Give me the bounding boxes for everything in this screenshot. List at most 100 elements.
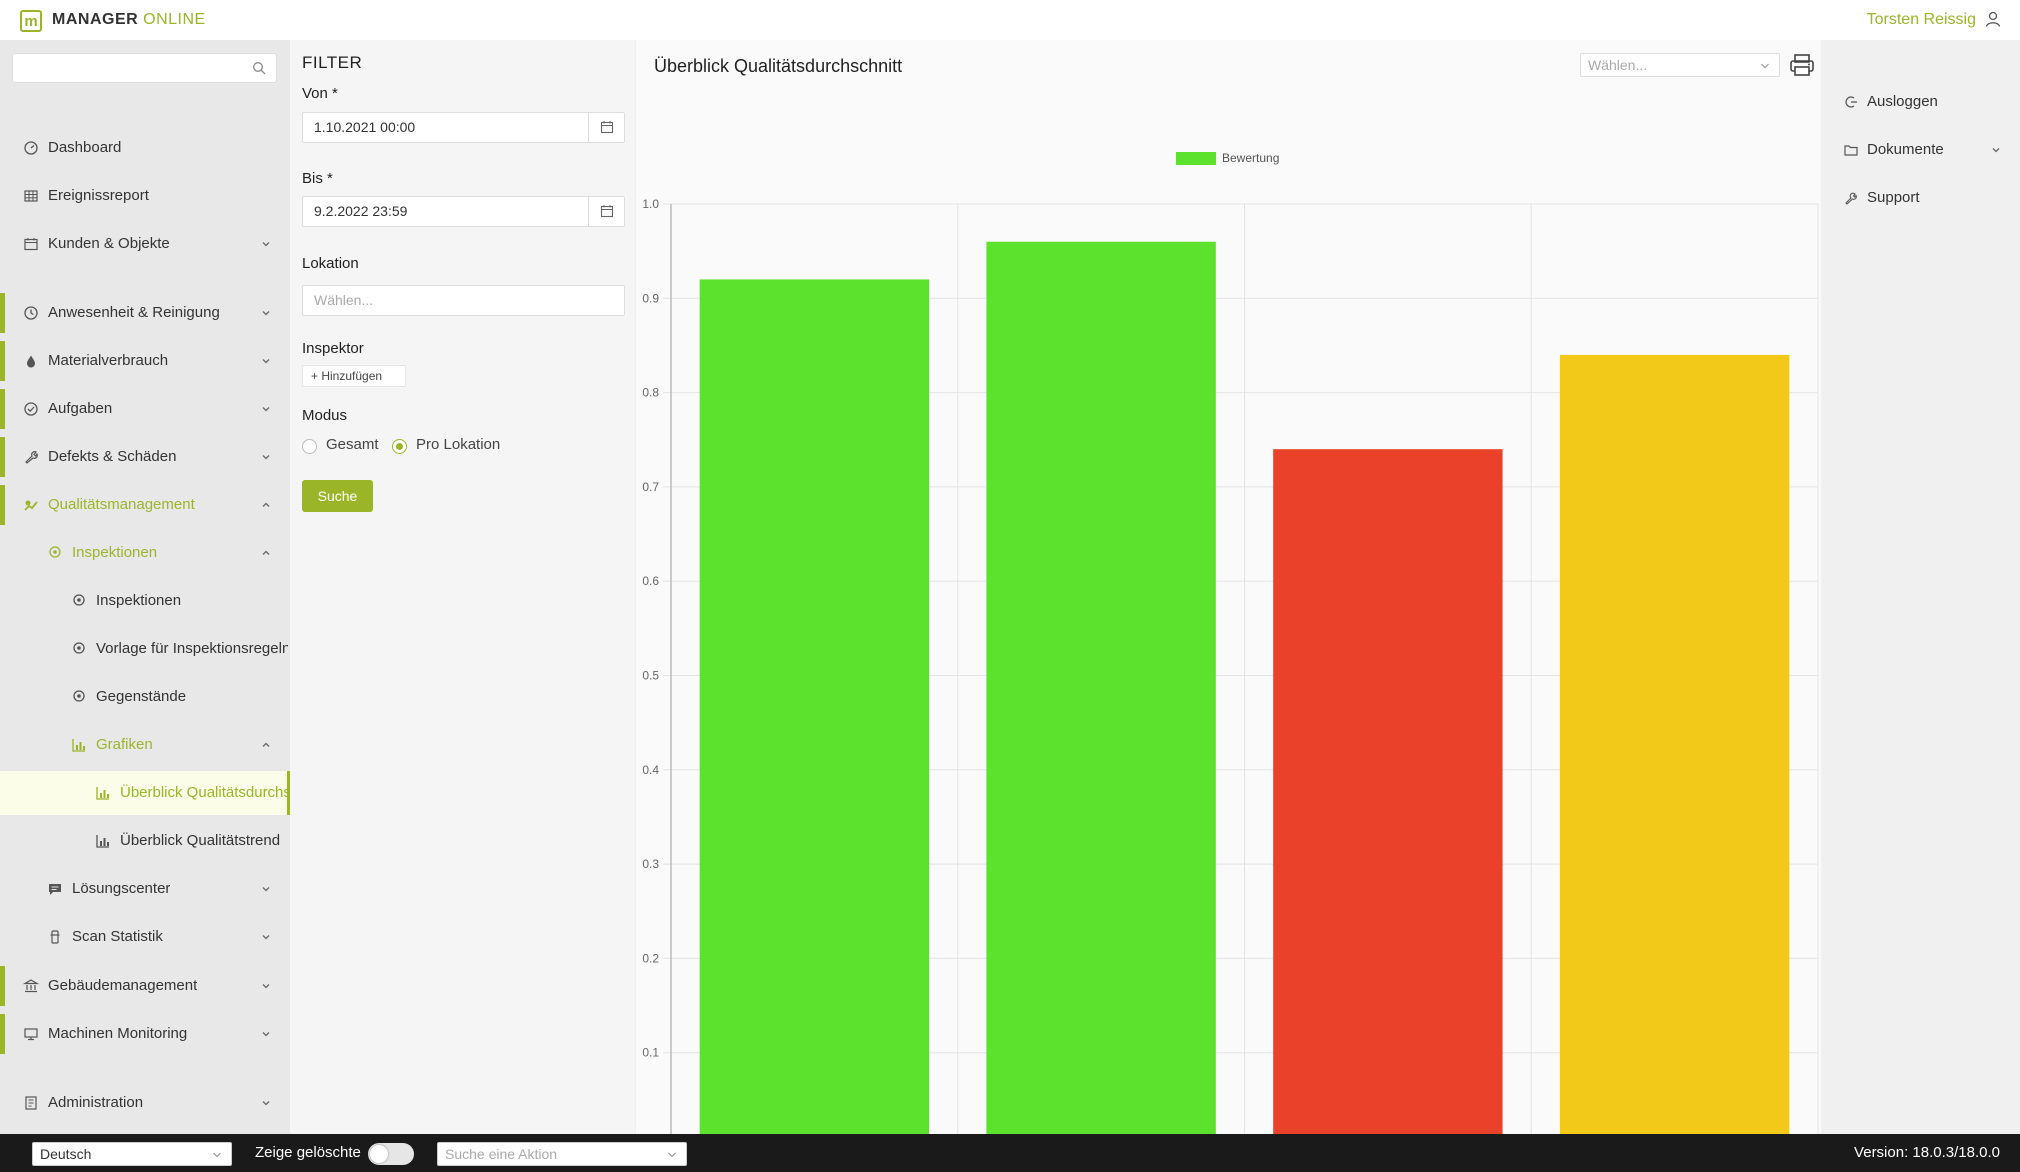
support-link[interactable]: Support [1821, 179, 2020, 219]
chevron-down-icon[interactable] [260, 1097, 272, 1109]
user-icon[interactable] [1984, 10, 2002, 28]
chevron-down-icon [1761, 63, 1769, 69]
documents-link[interactable]: Dokumente [1821, 131, 2020, 171]
chevron-down-icon[interactable] [260, 307, 272, 319]
bar-kunde-b-1-stock[interactable] [986, 241, 1216, 1148]
sidebar-item-machinen-monitoring[interactable]: Machinen Monitoring [0, 1012, 290, 1056]
logo-letter: m [24, 12, 38, 30]
chevron-down-icon[interactable] [260, 883, 272, 895]
print-icon[interactable] [1789, 53, 1815, 77]
chart-icon [72, 739, 85, 752]
sidebar-item-ueberblick-trend[interactable]: Überblick Qualitätstrend [0, 819, 290, 863]
y-tick-label: 0.2 [642, 951, 659, 965]
bar-kunde-a[interactable] [699, 279, 930, 1147]
action-search-placeholder: Suche eine Aktion [445, 1146, 558, 1162]
sidebar-item-gegenstaende[interactable]: Gegenstände [0, 675, 290, 719]
wrench-icon [25, 451, 38, 464]
add-inspektor-button[interactable]: + Hinzufügen [302, 365, 406, 387]
bis-date-field[interactable]: 9.2.2022 23:59 [302, 196, 625, 227]
legend-swatch[interactable] [1176, 152, 1216, 165]
chevron-down-icon [213, 1152, 221, 1158]
modus-pro-lokation-label[interactable]: Pro Lokation [416, 436, 501, 453]
sidebar-item-ereignissreport[interactable]: Ereignissreport [0, 174, 290, 218]
chevron-down-icon[interactable] [260, 931, 272, 943]
chevron-up-icon[interactable] [260, 499, 272, 511]
admin-icon [25, 1096, 37, 1110]
sidebar-item-gebaeudemanagement[interactable]: Gebäudemanagement [0, 964, 290, 1008]
y-tick-label: 0.5 [642, 669, 659, 683]
chart-icon [96, 787, 109, 800]
von-calendar-button[interactable] [588, 113, 624, 142]
search-icon[interactable] [252, 61, 266, 75]
bis-calendar-button[interactable] [588, 197, 624, 226]
modus-pro-lokation-radio[interactable] [392, 439, 407, 454]
bar-kunde-b[interactable] [1273, 449, 1503, 1147]
chart-bars [699, 241, 1790, 1148]
search-button[interactable]: Suche [302, 480, 373, 512]
support-label: Support [1867, 189, 1920, 206]
sidebar-search-input[interactable] [13, 54, 233, 82]
sidebar-item-qualitaetsmanagement[interactable]: Qualitätsmanagement [0, 483, 290, 527]
chevron-down-icon[interactable] [260, 980, 272, 992]
sidebar-item-ueberblick-durchschnitt[interactable]: Überblick Qualitätsdurchschnitt [0, 771, 290, 815]
sidebar-item-vorlage[interactable]: Vorlage für Inspektionsregeln [0, 627, 290, 671]
sidebar-item-inspektionen-group[interactable]: Inspektionen [0, 531, 290, 575]
brand-part-2: ONLINE [138, 11, 206, 28]
pin-icon [73, 594, 85, 606]
pin-icon [73, 690, 85, 702]
chevron-up-icon[interactable] [260, 739, 272, 751]
lokation-select[interactable]: Wählen... [302, 285, 625, 316]
von-date-field[interactable]: 1.10.2021 00:00 [302, 112, 625, 143]
chart-icon [96, 835, 109, 848]
chevron-up-icon[interactable] [260, 547, 272, 559]
dashboard-icon [24, 141, 38, 155]
toggle-knob [370, 1145, 388, 1163]
logo-icon[interactable]: m [20, 10, 42, 32]
chart-select[interactable]: Wählen... [1580, 53, 1780, 77]
sidebar-item-administration[interactable]: Administration [0, 1081, 290, 1125]
sidebar-item-grafiken[interactable]: Grafiken [0, 723, 290, 767]
chevron-down-icon[interactable] [260, 355, 272, 367]
chevron-down-icon[interactable] [1990, 144, 2002, 156]
sidebar-item-anwesenheit[interactable]: Anwesenheit & Reinigung [0, 291, 290, 335]
chevron-down-icon[interactable] [260, 238, 272, 250]
sidebar: Dashboard Ereignissreport Kunden & Objek… [0, 40, 290, 1134]
chevron-down-icon[interactable] [260, 1028, 272, 1040]
pin-icon [73, 642, 85, 654]
bottom-bar: Deutsch Zeige gelöschte Suche eine Aktio… [0, 1134, 2020, 1172]
action-search-select[interactable]: Suche eine Aktion [437, 1142, 687, 1166]
sidebar-item-inspektionen[interactable]: Inspektionen [0, 579, 290, 623]
modus-gesamt-radio[interactable] [302, 439, 317, 454]
sidebar-item-label: Machinen Monitoring [48, 1025, 188, 1042]
sidebar-item-scan-statistik[interactable]: Scan Statistik [0, 915, 290, 959]
sidebar-item-aufgaben[interactable]: Aufgaben [0, 387, 290, 431]
bar-chart: Bewertung 1.0 0.9 0.8 0.7 0.6 0.5 0.4 0.3 0.2 0.1… [642, 151, 1819, 1171]
bar-kunde-c[interactable] [1559, 354, 1790, 1147]
sidebar-item-defekts[interactable]: Defekts & Schäden [0, 435, 290, 479]
drop-icon [27, 355, 35, 368]
sidebar-item-label: Kunden & Objekte [48, 235, 170, 252]
sidebar-search[interactable] [12, 53, 277, 83]
legend-label[interactable]: Bewertung [1222, 151, 1279, 165]
language-select[interactable]: Deutsch [32, 1142, 232, 1166]
chevron-down-icon[interactable] [260, 403, 272, 415]
chevron-down-icon[interactable] [260, 451, 272, 463]
user-name[interactable]: Torsten Reissig [1866, 11, 1976, 28]
logout-link[interactable]: Ausloggen [1821, 83, 2020, 123]
module-indicator [0, 389, 5, 429]
chart-legend: Bewertung [1176, 151, 1279, 165]
y-tick-label: 0.1 [642, 1046, 659, 1060]
von-label: Von * [302, 85, 338, 102]
sidebar-item-dashboard[interactable]: Dashboard [0, 126, 290, 170]
sidebar-item-label: Überblick Qualitätsdurchschnitt [120, 784, 287, 801]
sidebar-item-label: Defekts & Schäden [48, 448, 177, 465]
sidebar-item-label: Materialverbrauch [48, 352, 169, 369]
modus-gesamt-label[interactable]: Gesamt [326, 436, 379, 453]
sidebar-item-kunden-objekte[interactable]: Kunden & Objekte [0, 222, 290, 266]
module-indicator [0, 341, 5, 381]
sidebar-item-materialverbrauch[interactable]: Materialverbrauch [0, 339, 290, 383]
calendar-icon [600, 205, 614, 218]
show-deleted-toggle[interactable] [368, 1143, 414, 1165]
sidebar-item-loesungscenter[interactable]: Lösungscenter [0, 867, 290, 911]
y-tick-label: 0.7 [642, 480, 659, 494]
